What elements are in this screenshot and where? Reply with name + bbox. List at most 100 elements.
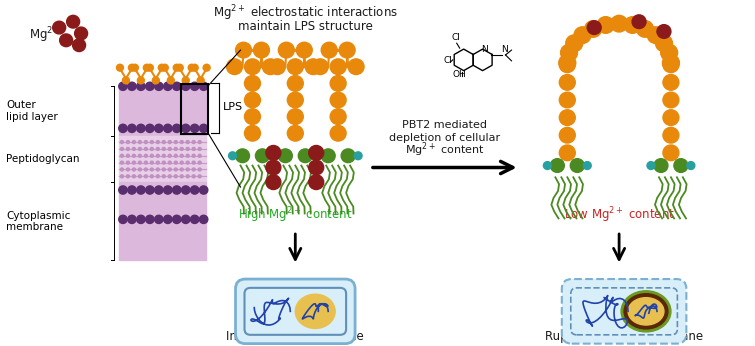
Circle shape xyxy=(159,64,165,71)
Circle shape xyxy=(559,57,575,73)
Text: PBT2 mediated: PBT2 mediated xyxy=(402,120,487,130)
Circle shape xyxy=(559,92,575,108)
Text: Low Mg$^{2+}$ content: Low Mg$^{2+}$ content xyxy=(564,206,675,225)
Bar xyxy=(180,84,208,134)
Circle shape xyxy=(309,160,324,175)
Circle shape xyxy=(174,168,177,171)
Circle shape xyxy=(611,15,627,32)
Circle shape xyxy=(121,140,123,144)
Circle shape xyxy=(288,92,304,108)
Circle shape xyxy=(199,186,208,194)
Circle shape xyxy=(128,186,136,194)
Circle shape xyxy=(632,15,646,29)
Circle shape xyxy=(173,215,181,224)
Circle shape xyxy=(305,59,321,74)
Circle shape xyxy=(330,126,346,141)
Circle shape xyxy=(181,215,190,224)
Circle shape xyxy=(314,152,322,160)
Circle shape xyxy=(173,82,181,90)
Circle shape xyxy=(162,168,165,171)
Circle shape xyxy=(156,175,159,178)
Circle shape xyxy=(146,186,154,194)
Circle shape xyxy=(156,161,159,164)
Circle shape xyxy=(245,92,260,108)
Ellipse shape xyxy=(295,294,335,328)
Circle shape xyxy=(121,147,123,151)
Circle shape xyxy=(279,149,292,163)
Circle shape xyxy=(198,147,201,151)
Circle shape xyxy=(584,21,602,37)
Circle shape xyxy=(674,159,688,172)
Circle shape xyxy=(193,147,196,151)
Circle shape xyxy=(128,215,136,224)
Circle shape xyxy=(321,42,337,58)
Circle shape xyxy=(186,175,190,178)
Circle shape xyxy=(137,186,145,194)
Circle shape xyxy=(174,175,177,178)
Circle shape xyxy=(53,21,66,34)
Circle shape xyxy=(162,175,165,178)
Circle shape xyxy=(174,140,177,144)
Circle shape xyxy=(155,215,163,224)
Circle shape xyxy=(288,109,304,125)
Circle shape xyxy=(150,175,153,178)
Circle shape xyxy=(155,124,163,133)
Circle shape xyxy=(173,124,181,133)
Circle shape xyxy=(173,186,181,194)
Circle shape xyxy=(313,59,328,74)
Circle shape xyxy=(190,124,199,133)
Circle shape xyxy=(144,161,147,164)
Circle shape xyxy=(186,140,190,144)
Circle shape xyxy=(155,82,163,90)
Circle shape xyxy=(565,35,583,52)
Circle shape xyxy=(597,17,614,33)
Circle shape xyxy=(266,145,281,160)
Circle shape xyxy=(164,215,172,224)
Circle shape xyxy=(245,126,260,141)
Circle shape xyxy=(162,147,165,151)
Circle shape xyxy=(72,39,85,52)
Circle shape xyxy=(146,64,153,71)
Circle shape xyxy=(116,64,123,71)
Circle shape xyxy=(182,77,190,84)
Circle shape xyxy=(663,74,679,90)
Circle shape xyxy=(197,77,204,84)
Circle shape xyxy=(164,124,172,133)
Circle shape xyxy=(550,159,564,172)
Circle shape xyxy=(156,154,159,157)
Circle shape xyxy=(146,215,154,224)
Circle shape xyxy=(186,154,190,157)
Circle shape xyxy=(270,59,285,74)
Circle shape xyxy=(636,21,654,37)
Circle shape xyxy=(687,162,695,170)
Circle shape xyxy=(559,110,575,126)
Circle shape xyxy=(126,154,129,157)
Circle shape xyxy=(168,161,171,164)
Circle shape xyxy=(191,64,198,71)
Text: Ruptured outer-membrane: Ruptured outer-membrane xyxy=(545,330,703,343)
Text: Cytoplasmic
membrane: Cytoplasmic membrane xyxy=(6,210,71,232)
Circle shape xyxy=(132,161,135,164)
Circle shape xyxy=(245,109,260,125)
Circle shape xyxy=(137,82,145,90)
Circle shape xyxy=(180,140,183,144)
Circle shape xyxy=(181,186,190,194)
Text: Mg$^{2+}$: Mg$^{2+}$ xyxy=(29,26,62,45)
Circle shape xyxy=(311,152,319,160)
Circle shape xyxy=(271,152,279,160)
Circle shape xyxy=(174,147,177,151)
Circle shape xyxy=(119,82,127,90)
Circle shape xyxy=(561,44,578,61)
Circle shape xyxy=(156,140,159,144)
Circle shape xyxy=(128,124,136,133)
Circle shape xyxy=(181,124,190,133)
Circle shape xyxy=(138,175,141,178)
Circle shape xyxy=(132,154,135,157)
Circle shape xyxy=(288,59,304,74)
Text: Outer
lipid layer: Outer lipid layer xyxy=(6,100,58,121)
Circle shape xyxy=(181,82,190,90)
Circle shape xyxy=(164,186,172,194)
Text: maintain LPS structure: maintain LPS structure xyxy=(238,19,373,33)
Circle shape xyxy=(559,127,575,143)
Circle shape xyxy=(143,64,150,71)
